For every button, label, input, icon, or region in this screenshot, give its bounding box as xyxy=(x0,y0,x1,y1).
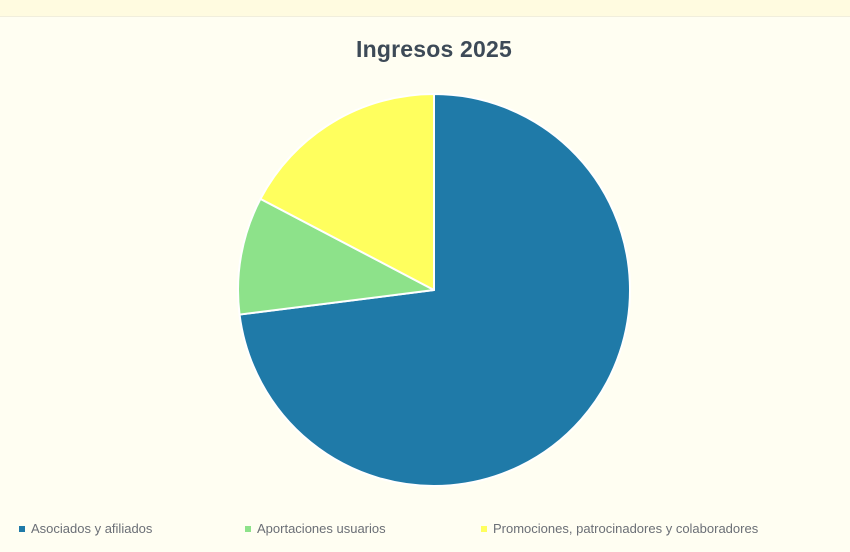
legend-swatch-asociados xyxy=(19,525,25,532)
top-band xyxy=(0,0,850,17)
legend-item-aportaciones: Aportaciones usuarios xyxy=(245,519,386,539)
legend: Asociados y afiliados Aportaciones usuar… xyxy=(19,519,850,539)
slice-aportaciones xyxy=(237,197,435,316)
legend-item-asociados: Asociados y afiliados xyxy=(19,519,152,539)
legend-label-promociones: Promociones, patrocinadores y colaborado… xyxy=(493,521,759,536)
chart-title: Ingresos 2025 xyxy=(355,36,513,62)
legend-label-asociados: Asociados y afiliados xyxy=(31,521,153,536)
legend-swatch-aportaciones xyxy=(245,525,251,532)
legend-label-aportaciones: Aportaciones usuarios xyxy=(257,521,386,536)
slice-promociones xyxy=(259,93,435,291)
legend-item-promociones: Promociones, patrocinadores y colaborado… xyxy=(481,519,758,539)
legend-swatch-promociones xyxy=(481,525,487,532)
